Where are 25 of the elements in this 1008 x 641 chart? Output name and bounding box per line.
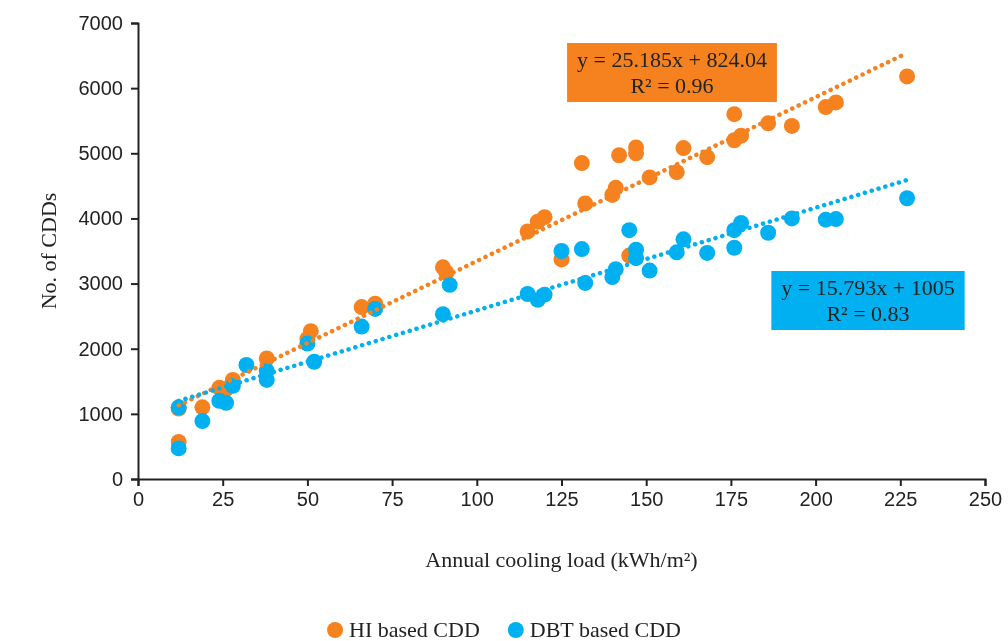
- x-tick-label: 225: [884, 488, 918, 511]
- y-tick-label: 0: [111, 467, 123, 490]
- legend-label: HI based CDD: [349, 617, 480, 641]
- y-tick-label: 7000: [78, 11, 123, 34]
- x-axis-title: Annual cooling load (kWh/m²): [425, 547, 698, 572]
- y-tick-label: 6000: [78, 77, 123, 100]
- x-tick-label: 100: [460, 488, 494, 511]
- y-tick-label: 5000: [78, 142, 123, 165]
- x-tick-label: 75: [381, 488, 404, 511]
- x-tick-label: 50: [296, 488, 320, 511]
- y-tick-label: 2000: [78, 337, 123, 360]
- x-tick-label: 25: [212, 488, 235, 511]
- legend-label: DBT based CDD: [529, 617, 681, 641]
- x-tick-label: 200: [799, 488, 833, 511]
- x-tick-label: 250: [968, 488, 1003, 511]
- annotation: y = 25.185x + 824.04 R² = 0.96: [577, 47, 767, 98]
- x-tick-label: 0: [132, 488, 145, 511]
- y-axis-title: No. of CDDs: [36, 192, 61, 310]
- x-tick-label: 175: [714, 488, 749, 511]
- x-tick-label: 125: [545, 488, 579, 511]
- annotation: y = 15.793x + 1005 R² = 0.83: [781, 275, 955, 326]
- x-tick-label: 150: [630, 488, 664, 511]
- y-tick-label: 4000: [78, 207, 123, 230]
- y-tick-label: 1000: [78, 402, 123, 425]
- y-tick-label: 3000: [78, 272, 123, 295]
